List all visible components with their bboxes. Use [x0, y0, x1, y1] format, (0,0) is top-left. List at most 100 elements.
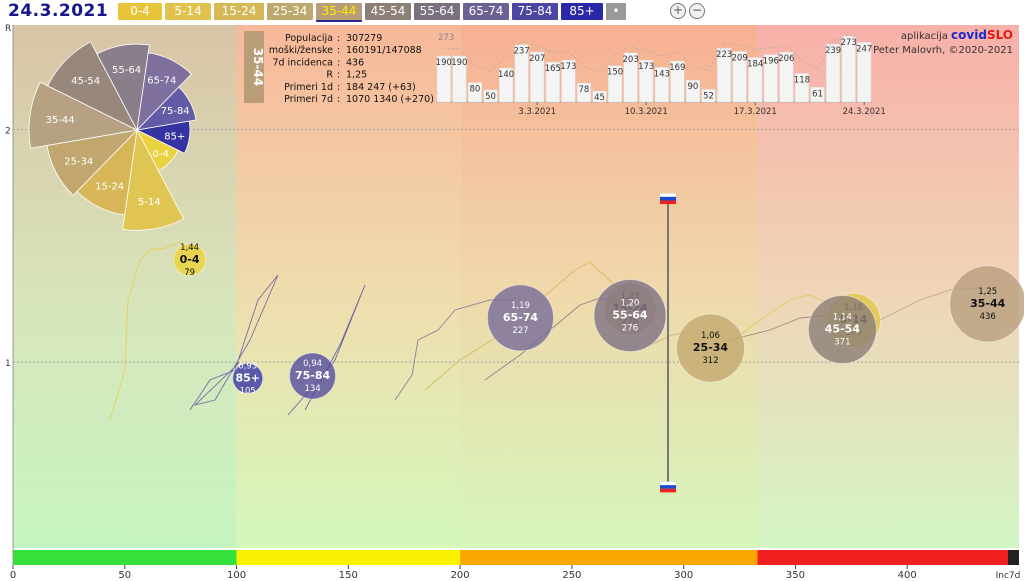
- polar-slice-label: 5-14: [138, 197, 161, 208]
- info-sep: :: [337, 82, 340, 93]
- y-tick-label: 2: [5, 127, 11, 137]
- bubble-circle[interactable]: [289, 352, 337, 400]
- zoom-in-button[interactable]: +: [670, 3, 686, 19]
- y-tick-label: 1: [5, 359, 11, 369]
- daily-bar-label: 45: [594, 93, 605, 103]
- bubble-incidence: 436: [980, 312, 996, 322]
- bubble-0-4[interactable]: 1,440-4 79: [173, 243, 207, 278]
- age-button-5-14[interactable]: 5-14: [165, 3, 211, 20]
- daily-bar-label: 203: [623, 55, 639, 65]
- bubble-circle[interactable]: [173, 243, 207, 277]
- age-button-85+[interactable]: 85+: [561, 3, 603, 20]
- x-tick-label: 200: [451, 570, 470, 581]
- info-value: 307279: [346, 33, 382, 44]
- credit-line: aplikacija covidSLO: [901, 28, 1013, 42]
- age-button-65-74[interactable]: 65-74: [463, 3, 509, 20]
- x-tick-label: 0: [10, 570, 16, 581]
- bubble-circle[interactable]: [949, 265, 1024, 343]
- polar-slice-65-74[interactable]: [136, 52, 192, 132]
- age-button-35-44[interactable]: 35-44: [316, 3, 362, 22]
- info-sep: :: [337, 94, 340, 105]
- bubble-incidence: 79: [184, 268, 195, 278]
- bubble-circle[interactable]: [593, 279, 667, 353]
- daily-bar: [545, 61, 560, 103]
- age-button-75-84[interactable]: 75-84: [512, 3, 558, 20]
- age-button-55-64[interactable]: 55-64: [414, 3, 460, 20]
- bubble-circle[interactable]: [675, 313, 745, 383]
- daily-bar-label: 150: [607, 68, 623, 78]
- polar-slice-75-84[interactable]: [135, 86, 197, 131]
- info-value: 1,25: [346, 70, 367, 81]
- info-key: Primeri 1d: [284, 82, 333, 93]
- risk-zone-bar: [236, 550, 461, 565]
- daily-bar-label: 140: [498, 70, 514, 80]
- polar-slice-label: 55-64: [112, 65, 141, 76]
- info-value: 184 247 (+63): [346, 82, 416, 93]
- slovenia-flag-icon: [659, 481, 677, 493]
- daily-bar: [826, 43, 841, 103]
- polar-slice-55-64[interactable]: [96, 43, 150, 132]
- daily-bar-label: 173: [638, 62, 654, 72]
- daily-bar: [592, 90, 607, 103]
- slovenia-flag-icon: [659, 193, 677, 205]
- age-button-45-54[interactable]: 45-54: [365, 3, 411, 20]
- daily-bar: [467, 82, 482, 103]
- age-button-all[interactable]: •: [606, 3, 626, 20]
- polar-slice-35-44[interactable]: [28, 81, 139, 149]
- daily-bar-label: 207: [529, 54, 545, 64]
- age-button-15-24[interactable]: 15-24: [214, 3, 264, 20]
- daily-bar-label: 209: [732, 53, 748, 63]
- polar-slice-45-54[interactable]: [47, 41, 138, 131]
- x-tick-label: 350: [786, 570, 805, 581]
- daily-bar: [841, 35, 856, 103]
- bubble-circle[interactable]: [232, 362, 264, 394]
- bubble-incidence: 371: [834, 338, 850, 348]
- daily-bar: [452, 55, 467, 103]
- bubble-label: 45-54: [825, 323, 861, 336]
- bubble-label: 55-64: [612, 309, 648, 322]
- daily-bar-label: 190: [436, 58, 452, 68]
- y-axis-label: R: [5, 24, 11, 34]
- info-sep: :: [337, 70, 340, 81]
- info-sep: :: [337, 45, 340, 56]
- polar-slice-5-14[interactable]: [122, 128, 185, 231]
- zoom-out-button[interactable]: −: [689, 3, 705, 19]
- date-label: 10.3.2021: [625, 107, 668, 117]
- bubble-incidence: 105: [240, 386, 256, 396]
- selected-group-tag: [244, 31, 264, 103]
- bubble-r-value: 1,06: [701, 331, 720, 341]
- polar-slice-label: 25-34: [64, 157, 93, 168]
- credit-author: Peter Malovrh, ©2020-2021: [873, 45, 1013, 56]
- daily-bar-label: 52: [703, 91, 714, 101]
- info-value: 160191/147088: [346, 45, 422, 56]
- bubble-r-value: 1,25: [978, 287, 997, 297]
- daily-bar-label: 50: [485, 92, 496, 102]
- age-button-0-4[interactable]: 0-4: [118, 3, 162, 20]
- info-sep: :: [337, 57, 340, 68]
- x-tick-label: 100: [227, 570, 246, 581]
- info-panel: 35-44Populacija:307279moški/ženske:16019…: [244, 31, 434, 105]
- daily-bar-label: 184: [747, 60, 763, 70]
- bubble-circle[interactable]: [807, 295, 877, 365]
- zone-end-marker: [1008, 550, 1019, 565]
- info-value: 436: [346, 57, 364, 68]
- daily-bar-label: 223: [716, 50, 732, 60]
- age-button-25-34[interactable]: 25-34: [267, 3, 313, 20]
- credit: aplikacija covidSLO Peter Malovrh, ©2020-…: [873, 28, 1013, 56]
- bubble-circle[interactable]: [486, 284, 554, 352]
- daily-bar: [732, 51, 747, 103]
- x-tick-label: 150: [339, 570, 358, 581]
- info-key: Primeri 7d: [284, 94, 333, 105]
- date-label: 3.3.2021: [518, 107, 556, 117]
- daily-bar-label: 80: [470, 85, 481, 95]
- date-label: 24.3.2021: [843, 107, 886, 117]
